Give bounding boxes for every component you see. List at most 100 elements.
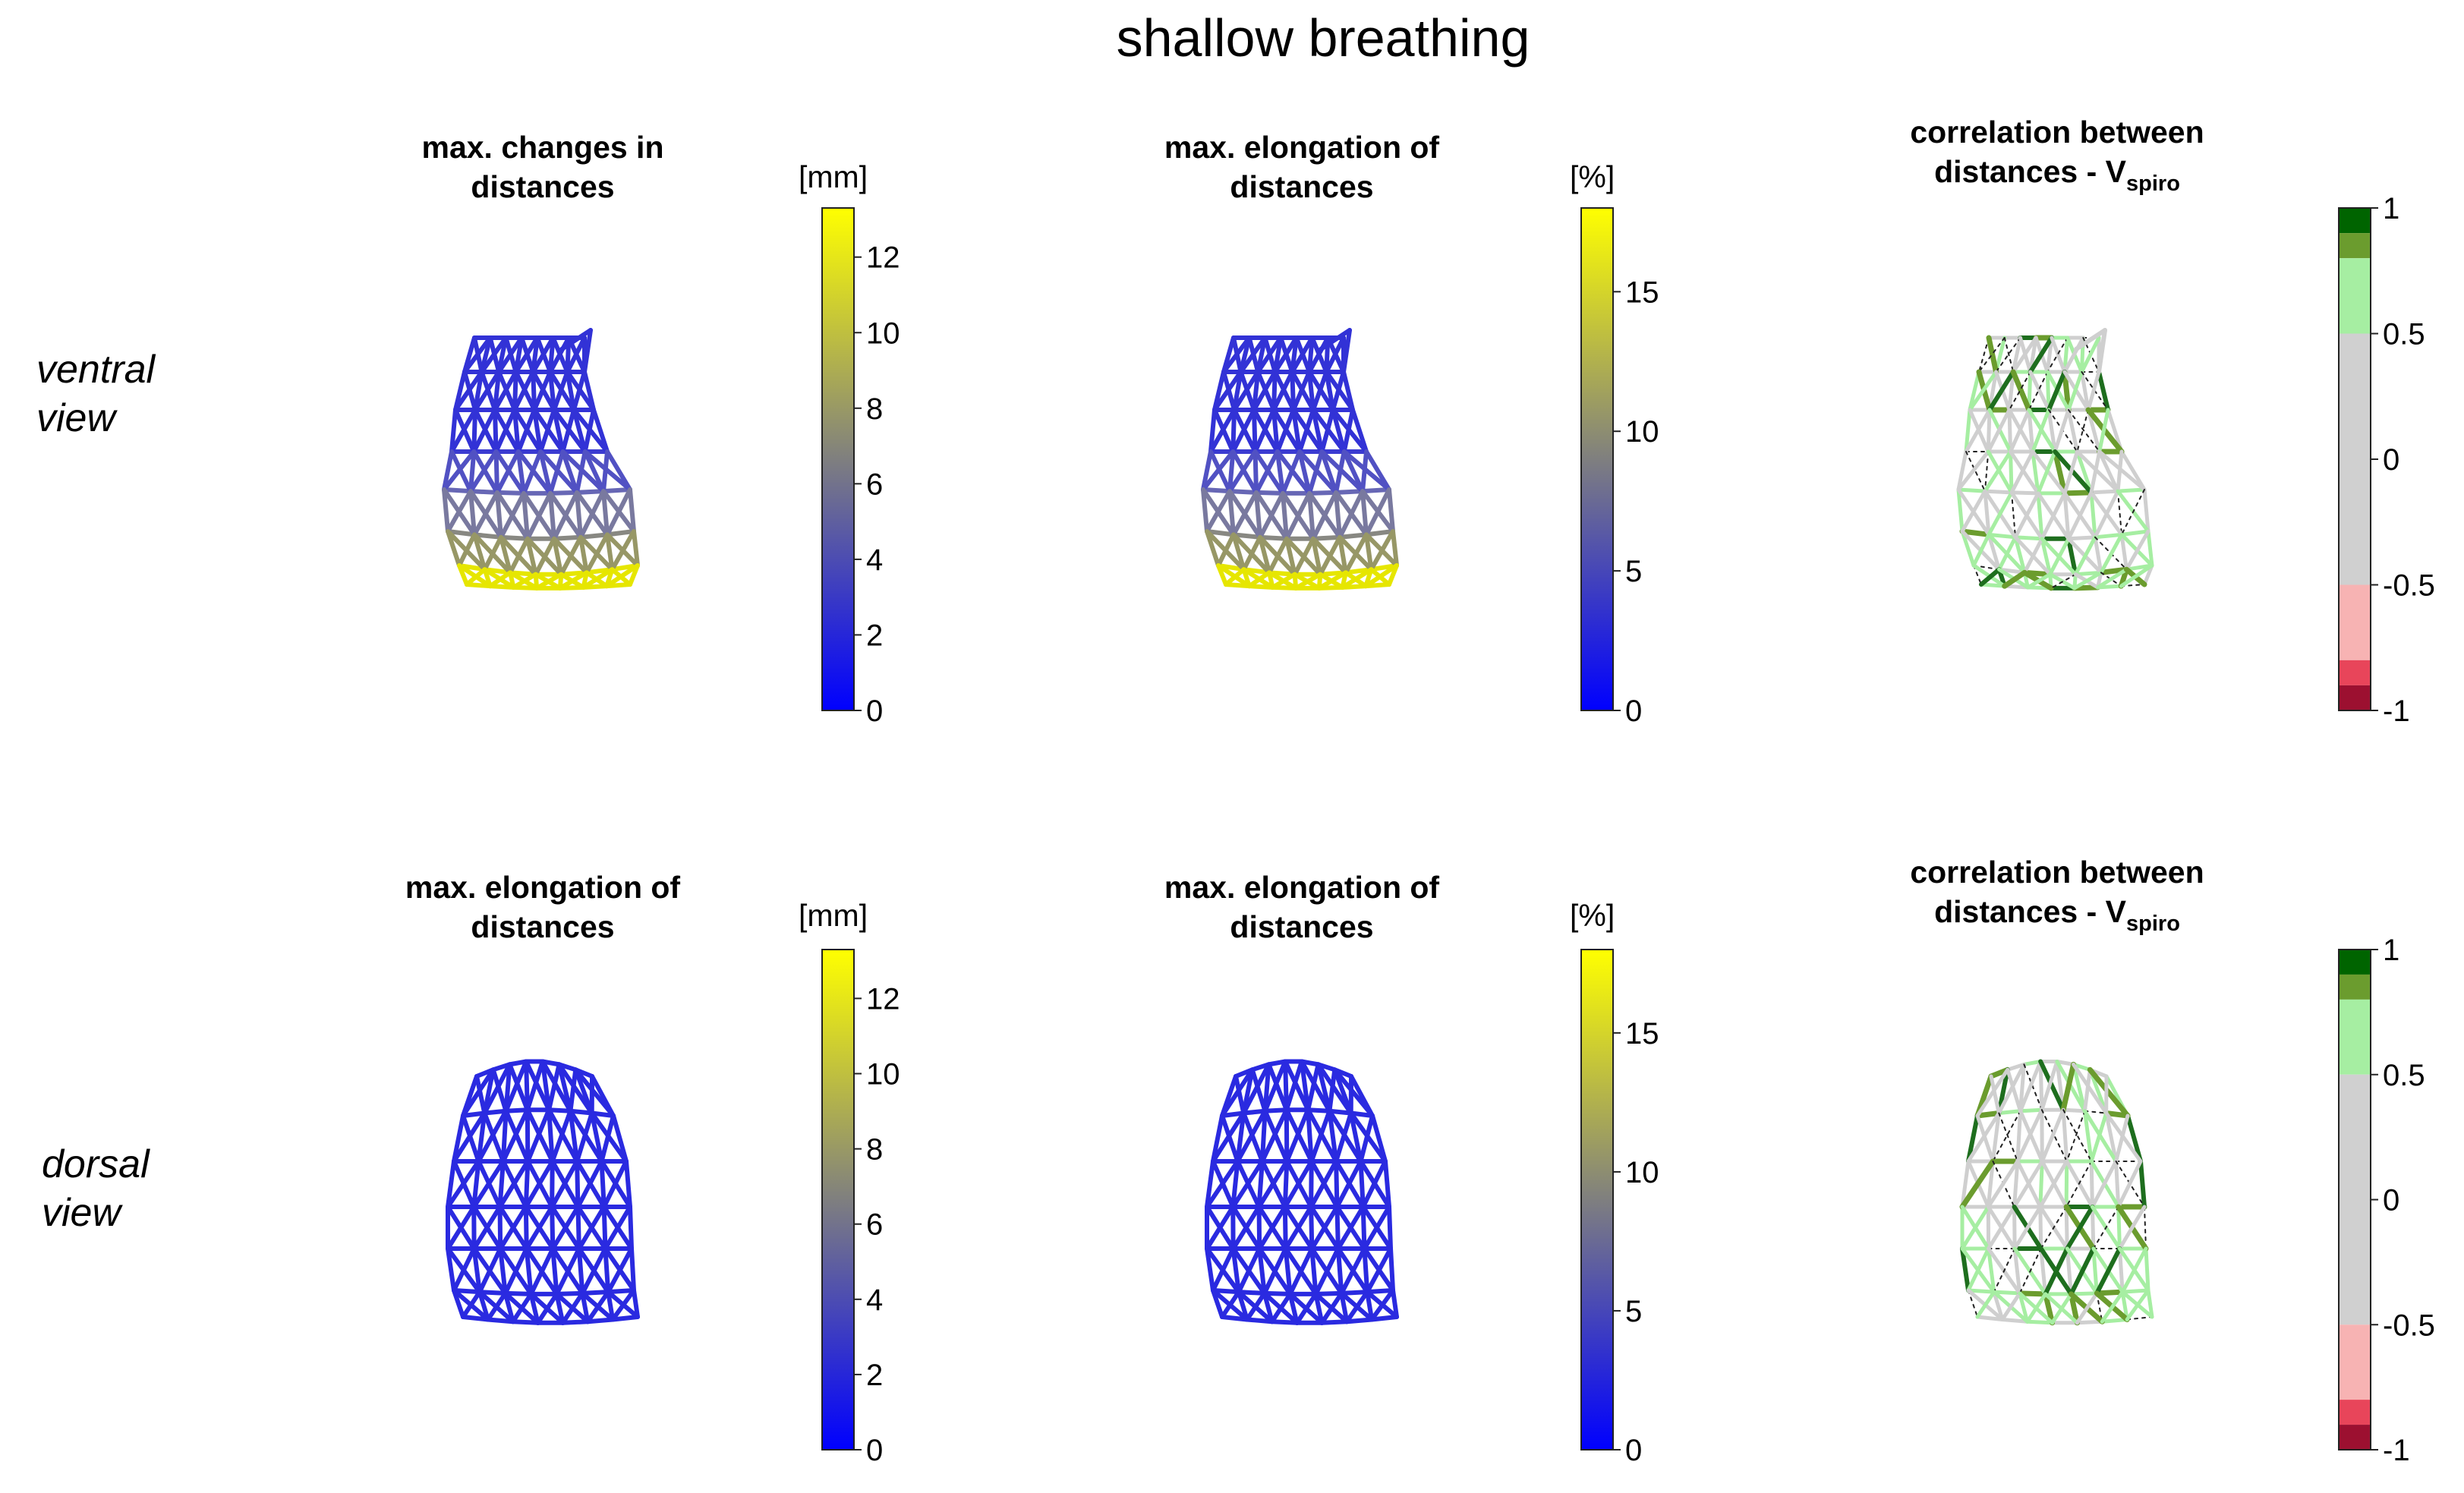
mesh-edge: [1370, 1113, 1388, 1164]
mesh-edge: [1334, 1159, 1340, 1209]
mesh-edge: [582, 328, 593, 374]
mesh-edge: [1220, 1315, 1249, 1322]
mesh-edge: [503, 1246, 529, 1296]
mesh-edge: [2022, 537, 2044, 575]
mesh-edge: [452, 1288, 482, 1295]
mesh-edge: [550, 1159, 580, 1209]
mesh-edge: [452, 1246, 477, 1293]
mesh-edge: [457, 532, 477, 568]
mesh-edge: [552, 490, 579, 541]
colorbar-tick-label: 15: [1625, 276, 1659, 309]
mesh-edge: [2087, 1066, 2131, 1119]
mesh-edge: [1338, 489, 1365, 540]
mesh-edge: [610, 1315, 640, 1322]
mesh-edge: [479, 335, 509, 374]
mesh-edge: [2055, 1060, 2065, 1112]
mesh-edge: [485, 1290, 508, 1322]
mesh-edge: [2079, 335, 2101, 374]
mesh-edge: [1986, 449, 2014, 495]
mesh-edge: [1997, 535, 2018, 572]
mesh-edge: [2072, 1062, 2087, 1113]
mesh-edge: [2062, 335, 2070, 374]
panel-title-subscript: spiro: [2126, 172, 2180, 196]
colorbar-tick-label: -1: [2383, 695, 2410, 728]
mesh-edge: [1313, 1291, 1325, 1325]
mesh-edge: [1324, 370, 1335, 412]
mesh-edge: [493, 408, 499, 454]
mesh-edge: [1364, 449, 1391, 492]
mesh-edge: [572, 370, 587, 412]
colorbar-tick-label: 10: [866, 317, 900, 350]
mesh-edge: [473, 370, 484, 412]
mesh-edge: [2116, 1159, 2143, 1209]
colorbar-unit-percent-dorsal: [%]: [1570, 898, 1615, 933]
mesh-edge: [2050, 335, 2067, 374]
mesh-edge: [1331, 370, 1346, 412]
mesh-edge: [503, 1059, 529, 1113]
mesh-edge: [1291, 370, 1312, 412]
mesh-edge: [1313, 1290, 1344, 1296]
mesh-edge: [1966, 1246, 1991, 1293]
mesh-edge: [1327, 1067, 1338, 1113]
panel-title-ventral-elongation: max. elongation of distances: [1123, 128, 1480, 206]
mesh-edge: [1316, 570, 1348, 591]
mesh-edge: [1238, 335, 1268, 374]
mesh-edge: [477, 1246, 503, 1295]
mesh-edge: [1269, 1319, 1300, 1325]
mesh-edge: [2125, 1113, 2143, 1164]
colorbar-tick-label: 4: [866, 543, 883, 577]
mesh-edge: [1297, 408, 1315, 454]
mesh-edge: [1995, 337, 2021, 373]
mesh-edge: [2038, 1159, 2044, 1209]
mesh-edge: [2025, 572, 2053, 590]
mesh-layer: [442, 328, 2154, 1326]
mesh-edge: [1975, 1113, 1995, 1164]
mesh-edge: [1334, 1205, 1341, 1251]
mesh-edge: [2094, 1246, 2122, 1296]
mesh-edge: [2138, 1159, 2147, 1209]
mesh-edge: [1244, 1317, 1275, 1324]
mesh-edge: [1360, 489, 1369, 537]
mesh-edge: [1983, 489, 2014, 495]
colorbar-tick-label: 0.5: [2383, 1059, 2425, 1092]
mesh-edge: [2009, 449, 2035, 495]
mesh-edge: [576, 1246, 585, 1296]
panel-title-line1: max. elongation of: [1164, 870, 1440, 905]
mesh-edge: [2031, 408, 2051, 454]
row-label-dorsal-line1: dorsal: [42, 1142, 150, 1186]
mesh-edge: [493, 370, 502, 412]
mesh-edge: [2012, 1246, 2022, 1296]
mesh-edge: [2068, 1291, 2080, 1326]
mesh-edge: [2116, 449, 2124, 493]
mesh-edge: [495, 449, 521, 495]
colorbar-tick-label: 5: [1625, 1295, 1642, 1328]
colorbar-segment: [2339, 1324, 2371, 1400]
colorbar-segment: [2339, 233, 2371, 259]
mesh-edge: [1339, 1290, 1370, 1296]
mesh-edge: [1341, 370, 1355, 412]
colorbar-correlation-dorsal: 1 0.5 0 -0.5 -1: [2338, 934, 2435, 1467]
mesh-edge: [1309, 1205, 1340, 1251]
mesh-edge: [2048, 537, 2071, 577]
panel-title-line1: max. changes in: [421, 130, 664, 165]
colorbar-tick-label: -0.5: [2383, 1309, 2435, 1342]
mesh-edge: [1254, 449, 1280, 495]
mesh-edge: [578, 532, 610, 540]
mesh-edge: [2062, 491, 2071, 541]
mesh-edge: [599, 1113, 616, 1164]
mesh-edge: [2096, 567, 2128, 590]
mesh-edge: [1309, 1205, 1315, 1251]
mesh-edge: [1287, 1291, 1300, 1325]
mesh-edge: [580, 1290, 611, 1296]
mesh-edge: [2069, 1291, 2099, 1296]
mesh-edge: [524, 1205, 555, 1251]
mesh-edge: [632, 529, 640, 568]
colorbar-tick-label: 0: [1625, 1434, 1642, 1467]
mesh-edge: [1348, 1110, 1363, 1164]
mesh-edge: [471, 1205, 503, 1251]
mesh-edge: [585, 1317, 616, 1324]
mesh-edge: [1311, 534, 1342, 541]
mesh-edge: [1986, 335, 1999, 375]
mesh-edge: [499, 490, 526, 540]
mesh-edge: [1257, 1246, 1267, 1296]
